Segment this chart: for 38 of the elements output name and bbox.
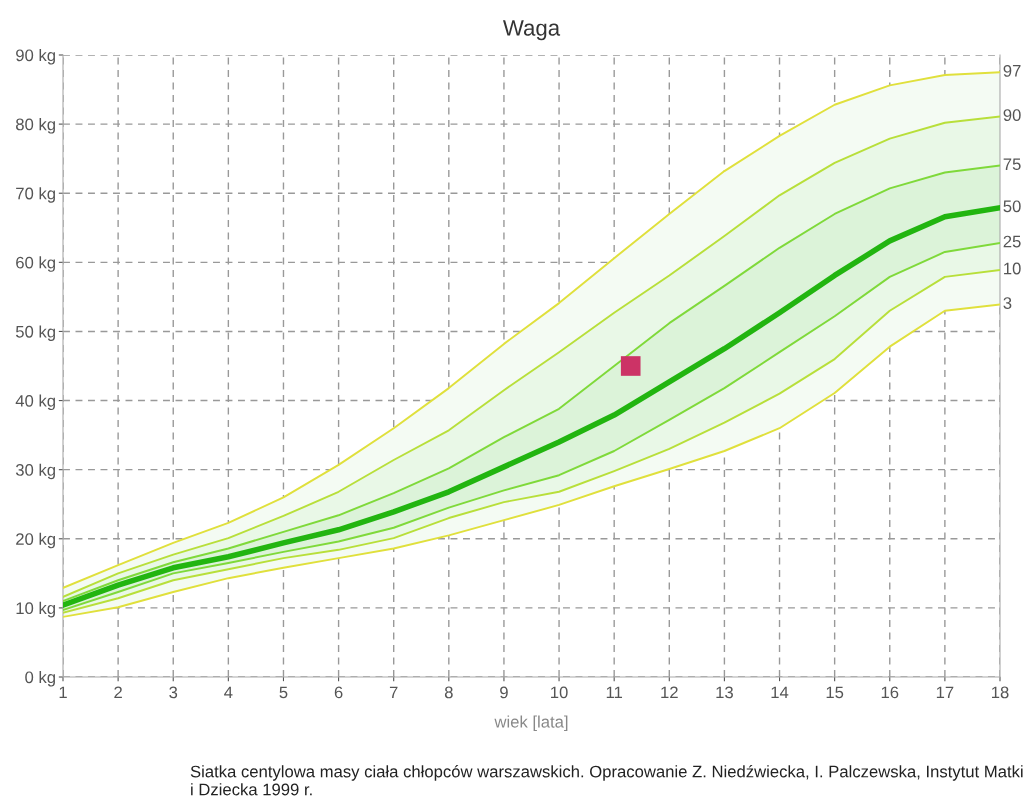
x-tick-label: 14 xyxy=(771,686,789,699)
series-label: 50 xyxy=(1003,200,1021,213)
x-tick-label: 4 xyxy=(224,686,233,699)
x-tick-label: 3 xyxy=(169,686,178,699)
series-label: 97 xyxy=(1003,64,1021,77)
x-tick-label: 1 xyxy=(59,686,67,699)
y-tick-label: 50 kg xyxy=(15,325,55,341)
series-label: 3 xyxy=(1003,297,1012,309)
x-tick-label: 16 xyxy=(881,686,899,699)
x-tick-label: 12 xyxy=(661,686,678,699)
x-tick-label: 18 xyxy=(992,686,1009,699)
x-tick-label: 15 xyxy=(826,686,844,699)
x-axis-title: wiek [lata] xyxy=(494,715,568,731)
y-tick-label: 40 kg xyxy=(15,394,55,411)
x-tick-label: 2 xyxy=(114,686,122,699)
y-tick-label: 20 kg xyxy=(16,532,55,549)
y-tick-label: 60 kg xyxy=(16,256,55,272)
x-tick-label: 11 xyxy=(606,686,623,699)
x-tick-label: 7 xyxy=(389,686,398,699)
y-tick-label: 70 kg xyxy=(16,187,55,203)
x-tick-label: 13 xyxy=(716,686,733,699)
series-label: 90 xyxy=(1003,109,1021,121)
series-label: 75 xyxy=(1003,158,1021,171)
series-label: 25 xyxy=(1003,235,1021,248)
y-tick-label: 80 kg xyxy=(16,118,55,134)
y-tick-label: 10 kg xyxy=(16,601,55,618)
x-tick-label: 8 xyxy=(444,686,453,699)
x-tick-label: 6 xyxy=(334,686,343,699)
x-tick-label: 10 xyxy=(551,686,568,699)
text: Siatka centylowa masy ciała chłopców warszawskich. Opracowanie Z. Niedźwiecka, I. Palczewska, Instytut Matki i Dziecka 1999 r. xyxy=(190,765,1023,796)
x-tick-label: 17 xyxy=(936,686,954,699)
y-tick-label: 30 kg xyxy=(15,463,55,480)
x-tick-label: 5 xyxy=(279,686,288,699)
x-tick-label: 9 xyxy=(500,686,508,699)
y-tick-label: 90 kg xyxy=(16,48,55,65)
chart-title: Waga xyxy=(502,20,561,41)
series-label: 10 xyxy=(1004,262,1021,275)
y-tick-label: 0 kg xyxy=(25,670,55,687)
